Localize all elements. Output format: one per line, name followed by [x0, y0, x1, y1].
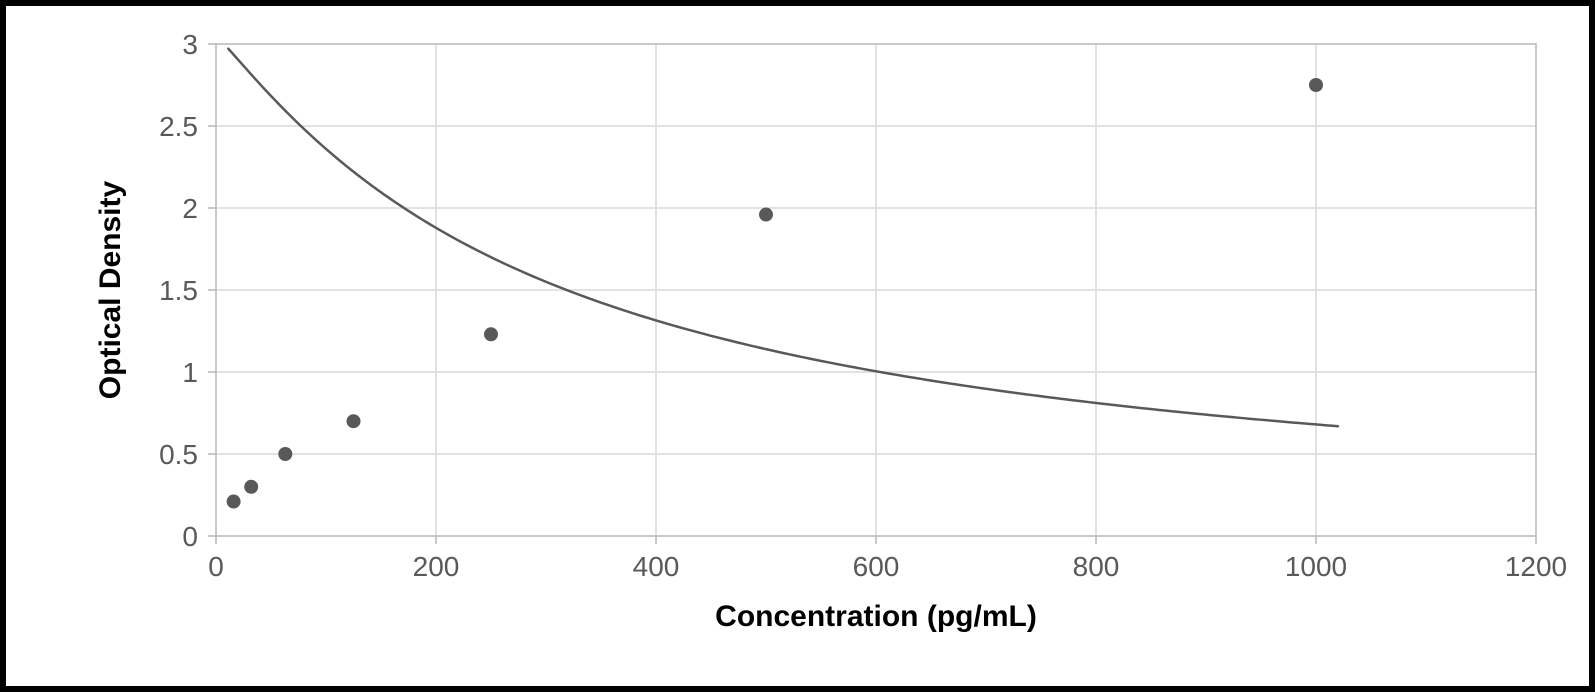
- x-tick-label: 800: [1073, 551, 1120, 582]
- data-point: [278, 447, 292, 461]
- y-tick-label: 1: [182, 357, 198, 388]
- data-point: [227, 495, 241, 509]
- data-point: [347, 414, 361, 428]
- y-tick-label: 2: [182, 193, 198, 224]
- data-point: [484, 327, 498, 341]
- data-point: [759, 208, 773, 222]
- y-tick-label: 1.5: [159, 275, 198, 306]
- chart-svg: 0 200 400 600 800 1000 1200 0 0.5 1 1.5 2 2.5 3: [6, 6, 1589, 686]
- chart-container: 0 200 400 600 800 1000 1200 0 0.5 1 1.5 2 2.5 3 Optic…: [0, 0, 1595, 692]
- x-tick-label: 1200: [1505, 551, 1567, 582]
- y-tick-label: 0.5: [159, 439, 198, 470]
- x-tick-label: 400: [633, 551, 680, 582]
- data-point: [1309, 78, 1323, 92]
- x-axis-label: Concentration (pg/mL): [6, 600, 1589, 634]
- x-tick-label: 200: [413, 551, 460, 582]
- x-tick-label: 0: [208, 551, 224, 582]
- data-point: [244, 480, 258, 494]
- y-axis-label: Optical Density: [94, 181, 128, 399]
- y-tick-label: 3: [182, 29, 198, 60]
- x-tick-label: 1000: [1285, 551, 1347, 582]
- y-tick-label: 0: [182, 521, 198, 552]
- y-tick-label: 2.5: [159, 111, 198, 142]
- x-tick-label: 600: [853, 551, 900, 582]
